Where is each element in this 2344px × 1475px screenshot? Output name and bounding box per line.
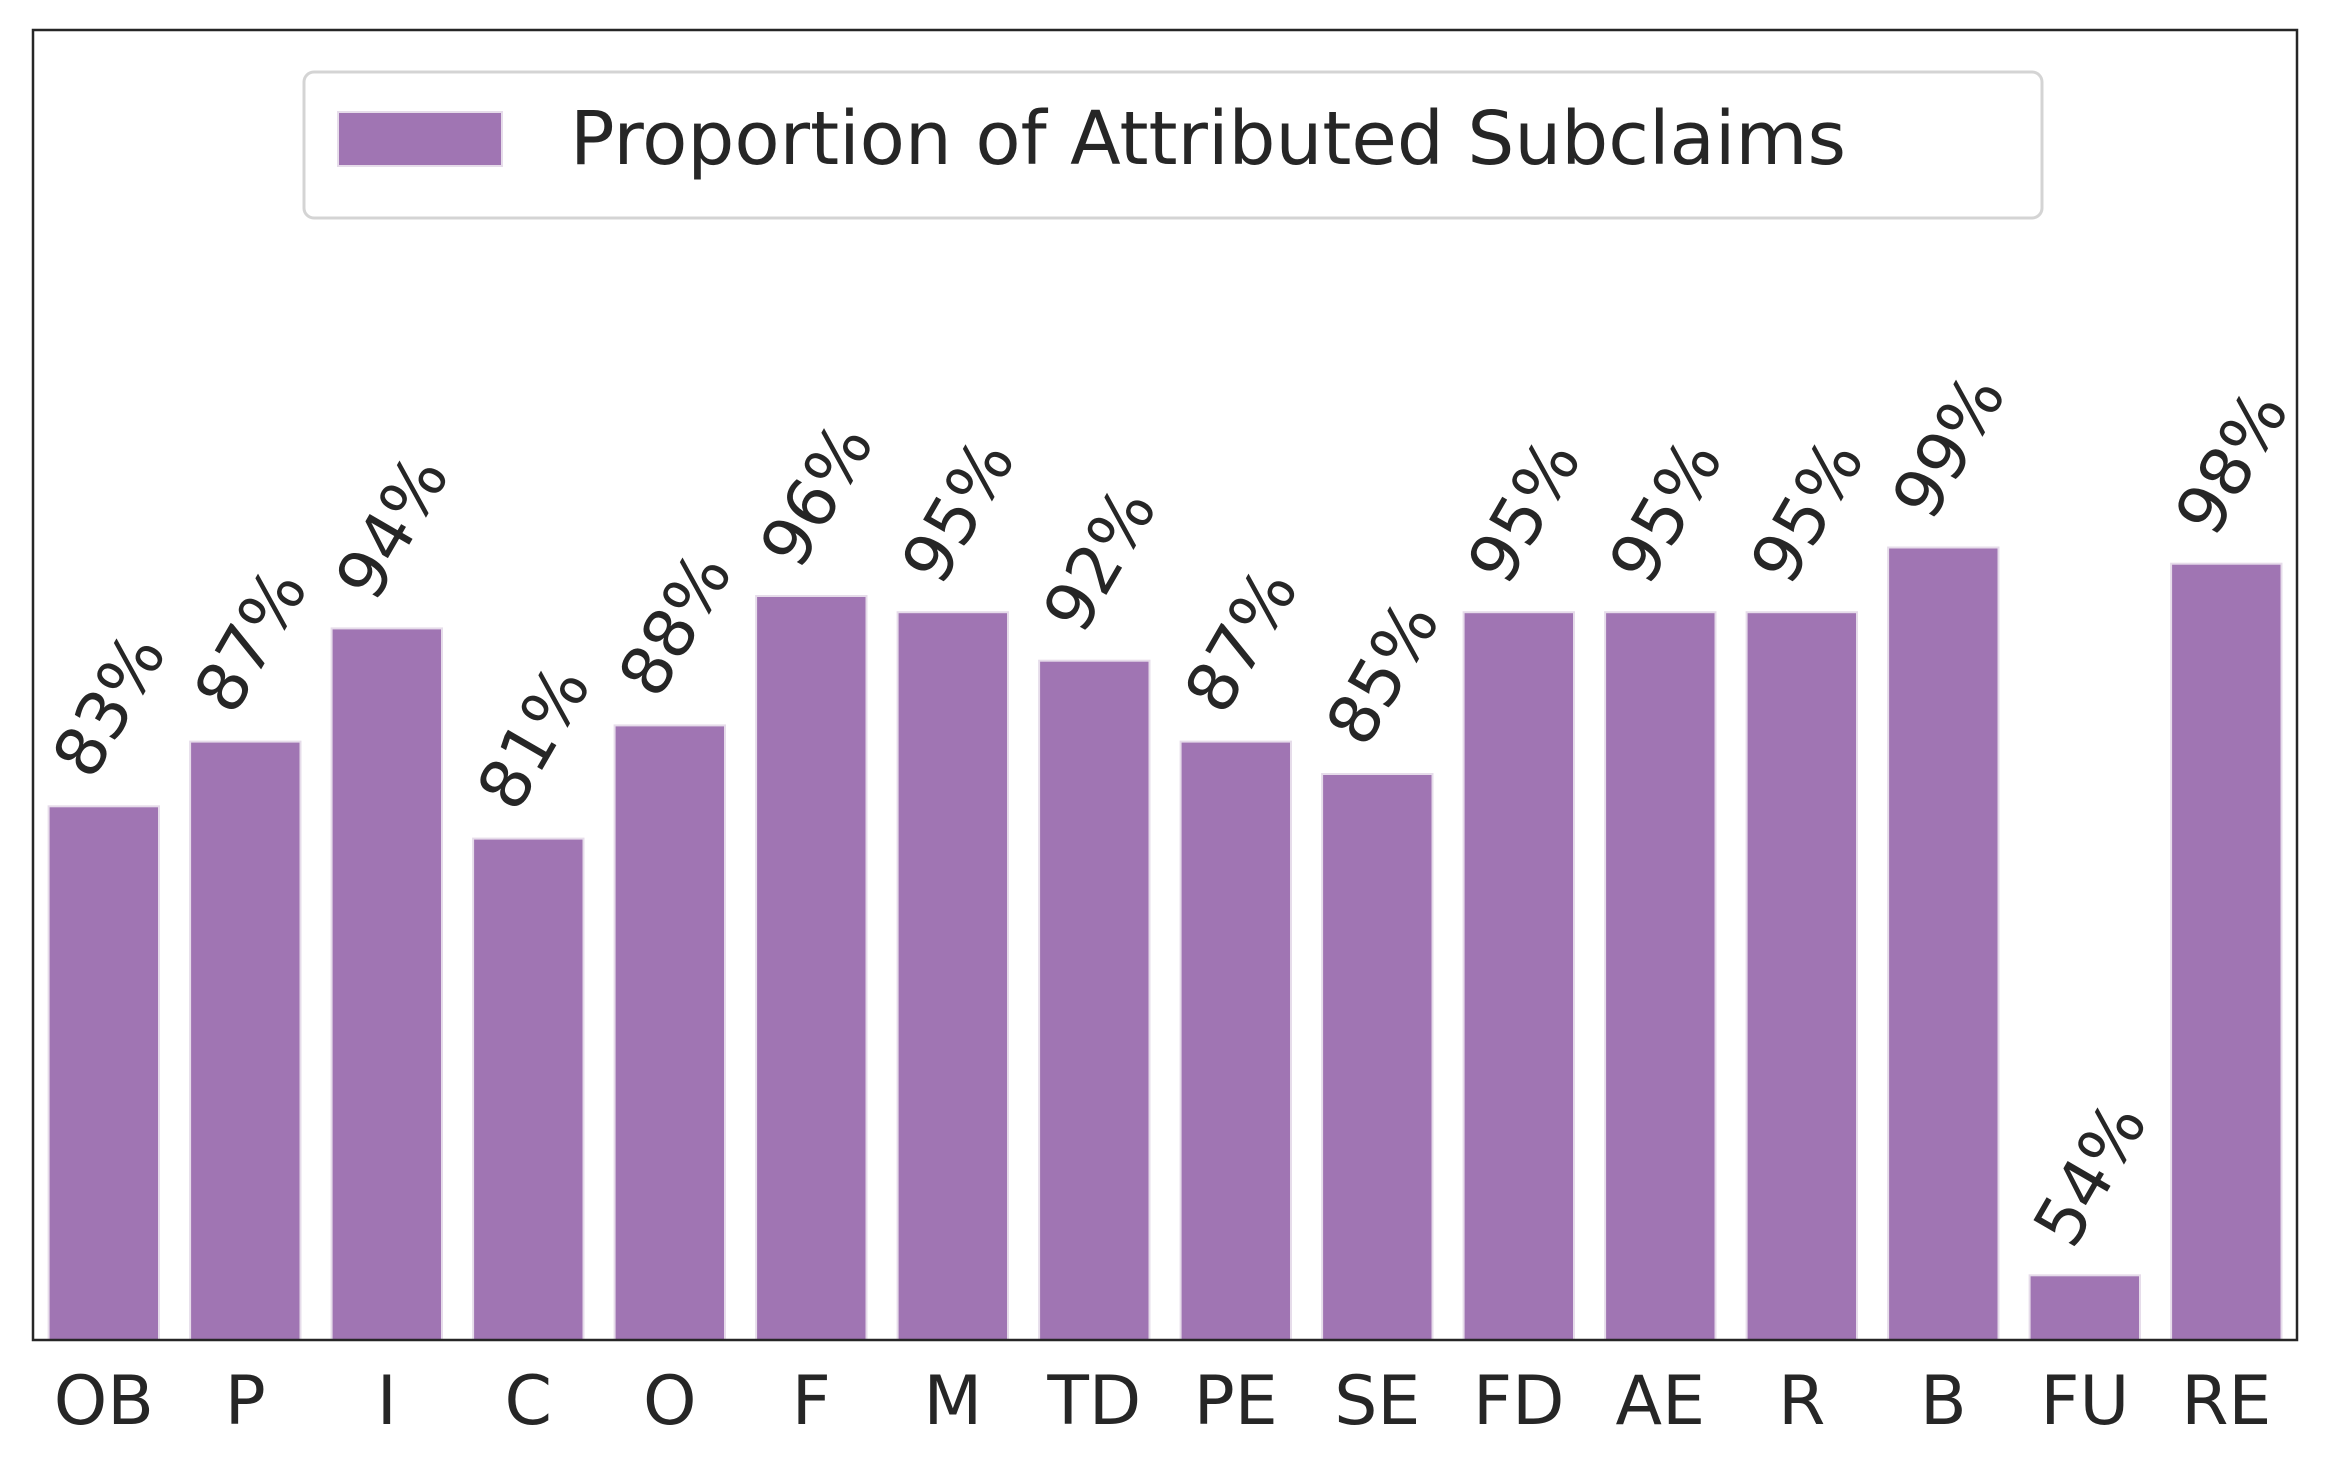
- legend: Proportion of Attributed Subclaims: [302, 70, 2044, 220]
- bar-f: [755, 595, 868, 1341]
- legend-label: Proportion of Attributed Subclaims: [570, 96, 1846, 182]
- bar-se: [1321, 773, 1434, 1341]
- bar-b: [1887, 546, 2000, 1341]
- x-tick-label-ae: AE: [1616, 1362, 1705, 1441]
- x-tick-label-b: B: [1920, 1362, 1967, 1441]
- bar-c: [472, 837, 585, 1341]
- bar-pe: [1179, 740, 1292, 1341]
- x-tick-label-re: RE: [2181, 1362, 2271, 1441]
- x-tick-label-i: I: [377, 1362, 397, 1441]
- x-tick-label-c: C: [505, 1362, 552, 1441]
- bar-ae: [1604, 611, 1717, 1341]
- bar-fd: [1462, 611, 1575, 1341]
- legend-swatch: [337, 111, 503, 167]
- x-tick-label-p: P: [225, 1362, 266, 1441]
- bar-fu: [2028, 1274, 2141, 1342]
- bar-ob: [47, 805, 160, 1341]
- bar-re: [2170, 562, 2283, 1341]
- bar-r: [1745, 611, 1858, 1341]
- x-tick-label-pe: PE: [1194, 1362, 1278, 1441]
- bar-td: [1038, 659, 1151, 1341]
- legend-box: [302, 70, 2044, 220]
- x-tick-label-o: O: [643, 1362, 697, 1441]
- bar-p: [189, 740, 302, 1341]
- bars-group: [47, 546, 2283, 1342]
- bar-o: [613, 724, 726, 1341]
- x-tick-label-fd: FD: [1473, 1362, 1564, 1441]
- x-tick-label-se: SE: [1334, 1362, 1420, 1441]
- x-tick-label-fu: FU: [2040, 1362, 2129, 1441]
- plot-frame: [31, 28, 2299, 1342]
- x-tick-label-r: R: [1778, 1362, 1825, 1441]
- bar-m: [896, 611, 1009, 1341]
- x-tick-labels-group: OB P I C O F M TD PE SE FD AE R B FU RE: [54, 1362, 2272, 1441]
- x-tick-label-f: F: [792, 1362, 831, 1441]
- bar-i: [330, 627, 444, 1341]
- x-tick-label-td: TD: [1046, 1362, 1141, 1441]
- x-tick-label-m: M: [923, 1362, 982, 1441]
- x-tick-label-ob: OB: [54, 1362, 154, 1441]
